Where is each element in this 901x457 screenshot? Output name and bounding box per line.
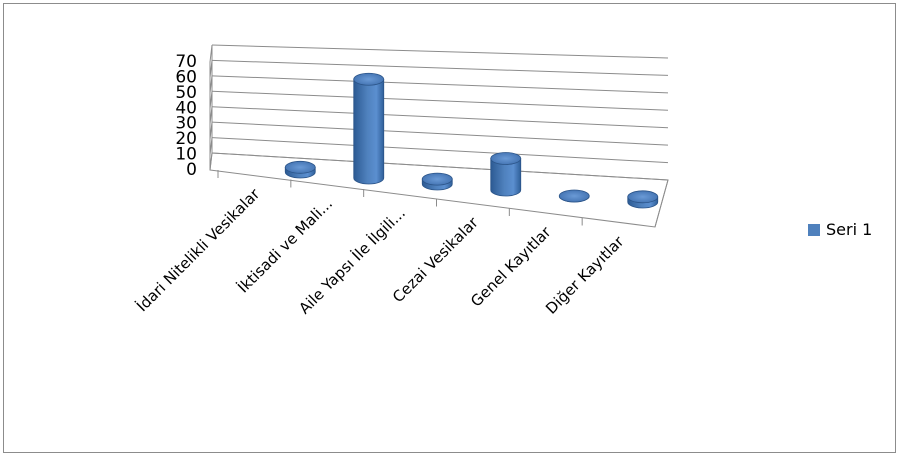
y-tick-20: 20 — [175, 129, 197, 149]
bar-cap-0 — [284, 160, 316, 174]
y-tick-60: 60 — [175, 67, 197, 87]
legend: Seri 1 — [808, 220, 872, 239]
y-tick-70: 70 — [175, 52, 197, 72]
bars — [284, 72, 659, 209]
category-label-4: Genel Kayıtlar — [467, 222, 555, 310]
gridline-60 — [211, 59, 669, 76]
gridline-70 — [211, 44, 669, 59]
bar-cap-2 — [421, 172, 453, 186]
legend-label: Seri 1 — [826, 220, 872, 239]
y-tick-50: 50 — [175, 83, 197, 103]
axes — [209, 45, 669, 228]
bar-0 — [284, 160, 316, 179]
category-label-3: Cezai Vesikalar — [389, 213, 482, 306]
category-label-0: İdari Nitelikli Vesikalar — [132, 184, 264, 316]
bar-cap-1 — [353, 72, 385, 86]
gridline-20 — [211, 121, 669, 146]
gridlines — [209, 44, 669, 181]
bar-cap-5 — [627, 190, 659, 204]
bar-body-3 — [490, 158, 522, 197]
y-tick-40: 40 — [175, 98, 197, 118]
floor-right-edge — [654, 179, 669, 228]
bar-cap-4 — [558, 189, 590, 203]
gridline-40 — [211, 90, 669, 111]
bar-5 — [627, 190, 659, 209]
y-tick-10: 10 — [175, 145, 197, 165]
bar-body-1 — [353, 78, 385, 185]
gridline-10 — [211, 137, 669, 164]
chart-frame — [3, 3, 896, 453]
bar-2 — [421, 172, 453, 191]
y-tick-30: 30 — [175, 114, 197, 134]
category-label-5: Diğer Kayıtlar — [542, 232, 628, 318]
bar-1 — [353, 72, 385, 185]
y-tick-0: 0 — [186, 160, 197, 180]
bar-4 — [558, 189, 590, 203]
gridline-50 — [211, 75, 669, 94]
bar-3 — [490, 152, 522, 197]
bar-cap-3 — [490, 152, 522, 165]
gridline-30 — [211, 106, 669, 129]
legend-swatch — [808, 224, 820, 236]
